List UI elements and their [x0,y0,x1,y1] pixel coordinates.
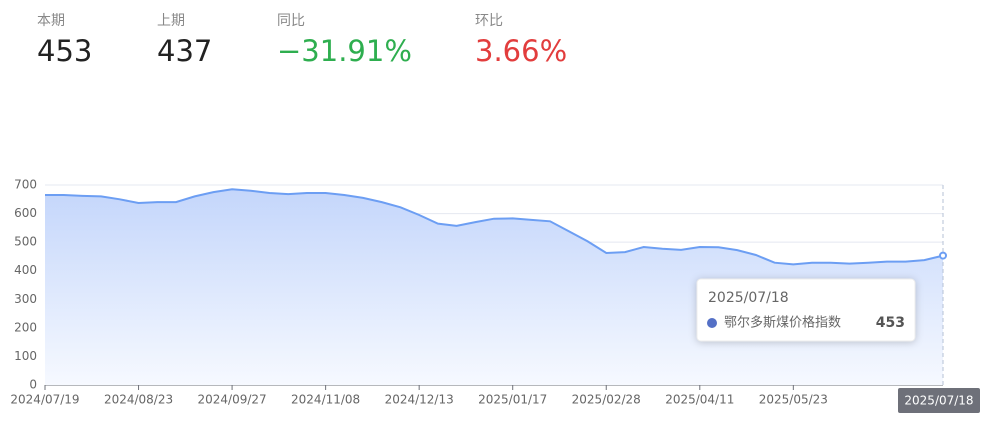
x-tick-label: 2024/11/08 [291,393,360,407]
y-tick-label: 400 [14,263,37,277]
x-tick-label: 2025/05/23 [759,393,828,407]
point [939,251,947,260]
tooltip-marker [707,318,717,328]
y-tick-label: 300 [14,292,37,306]
stat-label: 环比 [475,13,503,29]
x-tick-label: 2024/07/19 [10,393,79,407]
tooltip-title: 2025/07/18 [708,290,789,306]
tooltip-series: 鄂尔多斯煤价格指数 [724,315,841,331]
y-tick-label: 500 [14,235,37,249]
x-tick-label: 2025/01/17 [478,393,547,407]
stat-label: 同比 [277,13,305,29]
stat-value: −31.91% [277,34,412,68]
stat-value: 3.66% [475,34,567,68]
x-tick-label: 2024/08/23 [104,393,173,407]
y-tick-label: 600 [14,206,37,220]
axis-pointer-label: 2025/07/18 [904,394,973,408]
stat-label: 本期 [37,13,65,29]
y-tick-label: 0 [29,378,37,392]
stat-value: 453 [37,34,92,68]
x-tick-label: 2024/09/27 [197,393,266,407]
stat-label: 上期 [157,13,185,29]
tooltip [696,278,916,342]
y-tick-label: 100 [14,349,37,363]
y-tick-label: 200 [14,320,37,334]
line [45,188,944,266]
x-tick-label: 2025/02/28 [572,393,641,407]
axis-pointer-label-bg [898,388,980,413]
x-tick-label: 2024/12/13 [385,393,454,407]
stat-value: 437 [157,34,212,68]
x-tick-label: 2025/04/11 [665,393,734,407]
y-tick-label: 700 [14,178,37,192]
tooltip-value: 453 [876,315,905,331]
